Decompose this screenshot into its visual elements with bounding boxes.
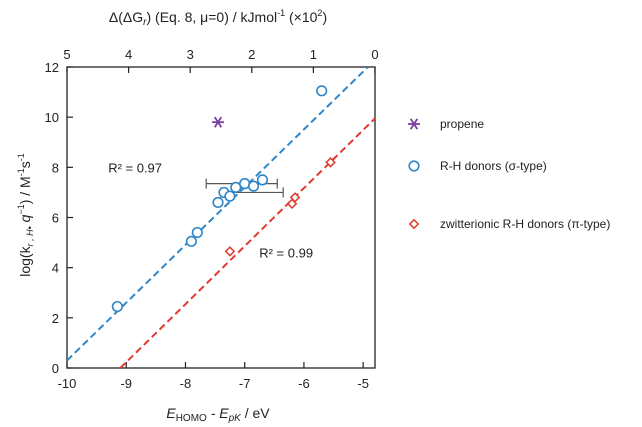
sigma-donor-point [185,235,197,247]
x-tick-label: -7 [239,376,251,391]
y-axis-title: log(kr , H• q−1) / M-1s-1 [16,153,35,277]
y-tick-label: 4 [52,261,59,276]
fit-lines [67,67,375,368]
asterisk-stroke [213,116,223,128]
pi-donor-point [289,192,301,203]
legend-marker [408,218,420,230]
sigma-donor-point [247,180,260,192]
plot-border [66,66,376,369]
legend-label: zwitterionic R-H donors (π-type) [440,217,610,231]
sigma-donor-point [256,174,269,186]
y-tick-label: 2 [52,311,59,326]
propene-point [212,116,225,128]
top-x-tick-label: 1 [310,47,317,62]
top-x-tick-label: 0 [371,47,378,62]
y-tick-label: 12 [45,60,59,75]
y-tick-label: 10 [45,110,59,125]
x-axis-title: EHOMO - EpK / eV [166,405,270,424]
y-tick-label: 8 [52,160,59,175]
legend-label: R-H donors (σ-type) [440,159,547,173]
sigma-donor-point [316,85,328,97]
legend-marker [408,160,420,172]
y-tick-label: 0 [52,361,59,376]
sigma-donor-point [111,300,123,313]
top-axis-title: Δ(ΔGr) (Eq. 8, μ=0) / kJmol-1 (×102) [109,8,327,28]
pi-donor-point [224,246,236,257]
pi-donor-point [325,157,336,168]
x-tick-label: -6 [298,376,310,391]
fit-line [67,67,369,362]
legend-marker [408,118,420,130]
top-x-tick-label: 2 [248,47,255,62]
data-markers [111,85,336,313]
top-x-tick-label: 4 [125,47,132,62]
r-squared-label: R² = 0.97 [108,160,162,175]
legend: propene R-H donors (σ-type) zwitterionic R… [408,117,610,231]
asterisk-stroke [409,118,419,130]
sigma-donor-point [212,196,224,209]
sigma-donor-point [191,226,203,239]
top-x-tick-label: 5 [63,47,70,62]
x-tick-label: -5 [357,376,369,391]
x-tick-label: -8 [180,376,192,391]
x-tick-label: -10 [58,376,77,391]
fit-annotations: R² = 0.97 R² = 0.99 [108,160,313,260]
top-x-tick-label: 3 [187,47,194,62]
x-tick-label: -9 [120,376,132,391]
r-squared-label: R² = 0.99 [259,246,313,261]
plot-frame [66,66,376,369]
legend-label: propene [440,117,484,131]
fit-line [119,117,375,368]
sigma-donor-point [224,190,236,202]
y-tick-label: 6 [52,211,59,226]
